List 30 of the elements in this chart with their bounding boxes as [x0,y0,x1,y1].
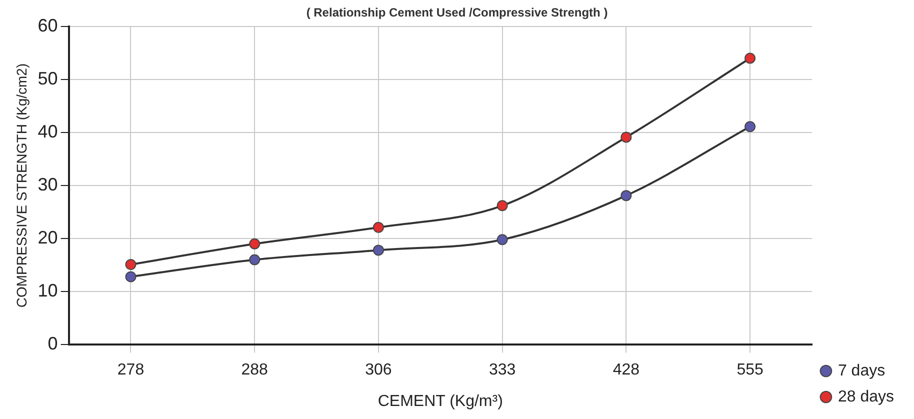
x-tick-label: 555 [736,362,764,379]
y-tick-label: 20 [38,228,58,248]
legend-label: 28 days [838,388,894,406]
point [249,254,260,266]
point [744,121,756,132]
chart-title: ( Relationship Cement Used /Compressive Strength ) [306,6,608,20]
x-tick-label: 306 [365,362,392,379]
point [496,200,508,212]
point [620,132,632,143]
y-tick-label: 10 [38,280,58,301]
x-axis-title: CEMENT (Kg/m³) [378,392,503,410]
x-tick-label: 428 [612,362,640,379]
legend-label: 7 days [838,362,886,380]
x-tick-label: 288 [241,362,268,379]
y-axis-title: COMPRESSIVE STRENGTH (Kg/cm2) [13,63,30,308]
y-tick-label: 50 [38,68,58,88]
point [125,271,136,282]
point [744,52,756,64]
y-tick-label: 30 [38,174,58,194]
point [372,222,384,233]
point [620,190,632,202]
point [372,244,384,256]
point [125,259,136,270]
y-tick-label: 0 [48,334,58,354]
x-tick-label: 278 [117,362,144,379]
y-tick-label: 60 [38,15,58,36]
y-tick-label: 40 [38,121,58,142]
point [496,234,508,246]
x-tick-label: 333 [488,362,516,379]
point [249,238,260,250]
